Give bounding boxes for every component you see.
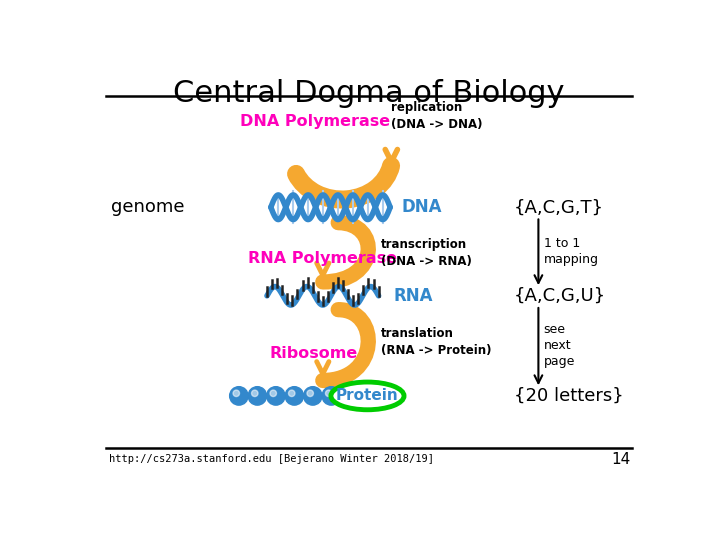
Text: http://cs273a.stanford.edu [Bejerano Winter 2018/19]: http://cs273a.stanford.edu [Bejerano Win… [109, 454, 433, 464]
Circle shape [362, 390, 369, 396]
Circle shape [233, 390, 240, 396]
Text: RNA: RNA [394, 287, 433, 305]
Circle shape [341, 387, 359, 405]
Circle shape [344, 390, 351, 396]
Circle shape [359, 387, 377, 405]
Text: Ribosome: Ribosome [269, 346, 358, 361]
Text: {A,C,G,T}: {A,C,G,T} [514, 198, 604, 216]
Circle shape [289, 390, 295, 396]
Circle shape [266, 387, 285, 405]
Text: replication
(DNA -> DNA): replication (DNA -> DNA) [390, 102, 482, 131]
Text: DNA Polymerase: DNA Polymerase [240, 113, 390, 129]
Text: 1 to 1
mapping: 1 to 1 mapping [544, 237, 599, 266]
Circle shape [325, 390, 332, 396]
Text: Central Dogma of Biology: Central Dogma of Biology [174, 79, 564, 107]
Text: transcription
(DNA -> RNA): transcription (DNA -> RNA) [381, 239, 472, 268]
Circle shape [251, 390, 258, 396]
Text: genome: genome [111, 198, 184, 216]
Text: translation
(RNA -> Protein): translation (RNA -> Protein) [381, 327, 491, 357]
Circle shape [304, 387, 322, 405]
Text: {20 letters}: {20 letters} [514, 387, 624, 405]
Circle shape [270, 390, 276, 396]
Text: RNA Polymerase: RNA Polymerase [248, 251, 397, 266]
Circle shape [230, 387, 248, 405]
Text: see
next
page: see next page [544, 323, 575, 368]
Ellipse shape [331, 382, 404, 410]
Circle shape [285, 387, 304, 405]
Circle shape [248, 387, 266, 405]
Text: DNA: DNA [401, 198, 442, 216]
Circle shape [322, 387, 341, 405]
Text: Protein: Protein [336, 388, 399, 403]
Text: 14: 14 [611, 451, 631, 467]
Text: {A,C,G,U}: {A,C,G,U} [514, 287, 606, 305]
Circle shape [307, 390, 313, 396]
